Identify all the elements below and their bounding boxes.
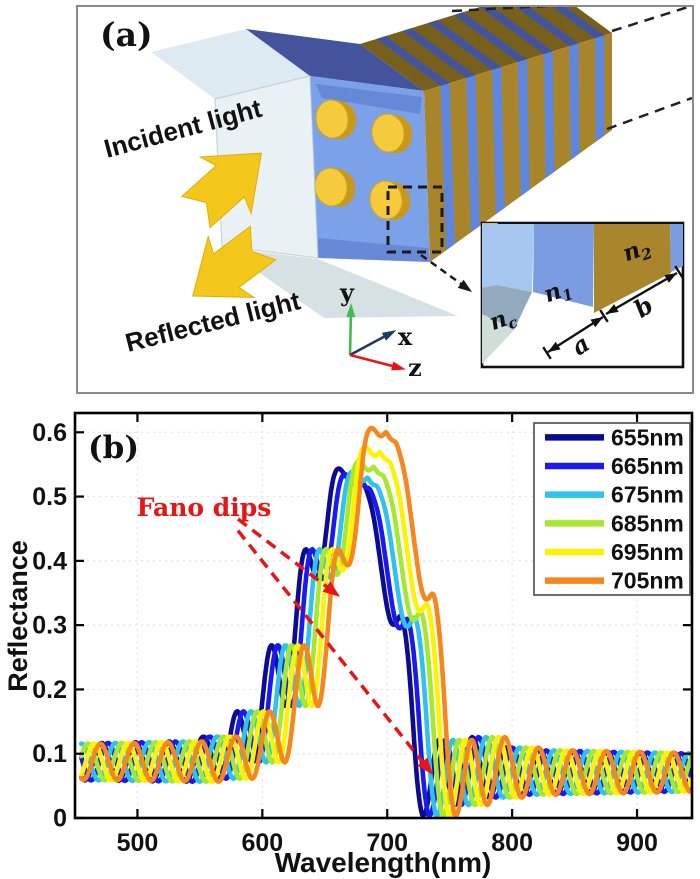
side-stripe-blue	[492, 67, 505, 215]
legend-label: 655nm	[611, 424, 684, 450]
tick-labels: 500 600 700 800 900 0 0.1 0.2 0.3 0.4 0.5 0.6	[32, 419, 658, 857]
inset-n2-block	[594, 224, 671, 313]
z-axis-arrowhead	[391, 361, 406, 371]
x-axis-label: x	[398, 322, 413, 351]
fano-arrow	[236, 529, 429, 769]
y-tick-label: 0	[53, 805, 67, 833]
x-tick-label: 800	[491, 829, 533, 857]
axis-ticks	[75, 413, 692, 820]
y-tick-label: 0.5	[32, 483, 67, 511]
side-stripe-blue	[517, 59, 530, 197]
fano-arrowhead	[417, 757, 433, 775]
pillar-section-top-face	[246, 29, 424, 91]
top-stripe-blue	[479, 7, 553, 55]
inset-floor	[482, 314, 514, 364]
y-tick-label: 0.6	[32, 419, 67, 447]
side-stripe-blue	[595, 35, 605, 142]
dim-a-arrowhead	[590, 317, 603, 328]
gold-nanorod	[369, 180, 403, 220]
y-tick-label: 0.2	[32, 676, 67, 704]
legend-frame	[533, 422, 691, 596]
legend-label: 685nm	[611, 510, 684, 536]
y-tick-label: 0.1	[32, 740, 67, 768]
z-axis-arrow	[349, 353, 401, 370]
legend-label: 675nm	[611, 482, 684, 508]
dim-b-arrowhead	[664, 273, 677, 283]
reflectance-curves	[78, 425, 692, 818]
inset-n1-repeat-block	[670, 224, 683, 272]
reflected-arrow-icon	[192, 225, 277, 298]
curve-705nm	[78, 425, 692, 818]
dim-a-arrowhead	[548, 341, 561, 352]
dim-end-bar	[542, 346, 552, 360]
inset-n1-block	[533, 224, 594, 307]
panel-b-chart: 500 600 700 800 900 0 0.1 0.2 0.3 0.4 0.5 0.6 Wavel…	[3, 411, 694, 878]
top-stripe-blue	[428, 20, 502, 71]
x-axis-arrowhead	[381, 330, 397, 341]
gold-nanorod	[315, 99, 349, 139]
side-stripe-blue	[543, 51, 555, 179]
curve-675nm	[78, 469, 692, 818]
z-axis-label: z	[408, 353, 422, 382]
y-tick-label: 0.3	[32, 612, 67, 640]
dim-end-bar	[674, 265, 683, 279]
top-stripe-blue	[453, 12, 528, 63]
y-axis-label: y	[339, 278, 355, 307]
side-stripe-blue	[466, 75, 480, 233]
ylabel: Reflectance	[3, 540, 33, 692]
axes-frame	[73, 411, 694, 820]
n1-face-bottom-shade	[318, 238, 430, 262]
continuation-dashes	[606, 96, 692, 131]
side-stripe-blue	[440, 83, 455, 251]
fano-arrow	[236, 517, 334, 593]
floor-face	[224, 248, 458, 318]
legend-label: 665nm	[611, 453, 684, 479]
slab-top-face	[151, 29, 310, 99]
incident-arrow-icon	[180, 152, 262, 229]
side-stripe-blue	[569, 43, 580, 160]
fano-dips-text: Fano dips	[137, 493, 272, 522]
continuation-dashes	[451, 7, 551, 13]
fano-arrowhead	[322, 581, 341, 597]
waveguide-3d-diagram	[151, 7, 692, 318]
x-tick-label: 700	[366, 829, 408, 857]
x-tick-label: 900	[616, 829, 658, 857]
curve-685nm	[78, 458, 692, 818]
xlabel: Wavelength(nm)	[275, 847, 492, 878]
continuation-dashes	[611, 7, 689, 33]
dim-b-arrow	[605, 271, 678, 316]
x-tick-label: 600	[241, 829, 283, 857]
inset-nc-face	[482, 285, 532, 330]
coordinate-axes-triad: y x z	[339, 278, 422, 382]
inset-pointer-arrowhead	[457, 279, 472, 292]
inset-pointer-dashes	[420, 253, 465, 288]
x-tick-label: 500	[117, 829, 159, 857]
fano-dips-annotation: Fano dips	[137, 493, 433, 775]
gold-nanorod	[371, 113, 405, 153]
panel-b-label: (b)	[88, 430, 139, 466]
legend-label: 705nm	[611, 568, 684, 594]
top-stripe-blue	[552, 7, 605, 39]
n1-face-top-shade	[316, 84, 422, 114]
dim-b-arrowhead	[606, 304, 619, 314]
top-stripe-blue	[515, 7, 579, 47]
y-axis-arrowhead	[346, 303, 356, 318]
inset-nc-top	[482, 224, 534, 292]
legend-label: 695nm	[611, 539, 684, 565]
top-stripe-blue	[376, 36, 450, 86]
top-stripe-blue	[402, 28, 476, 78]
dim-end-bar	[599, 309, 609, 323]
y-tick-label: 0.4	[32, 547, 67, 575]
panel-a-label: (a)	[100, 15, 153, 54]
